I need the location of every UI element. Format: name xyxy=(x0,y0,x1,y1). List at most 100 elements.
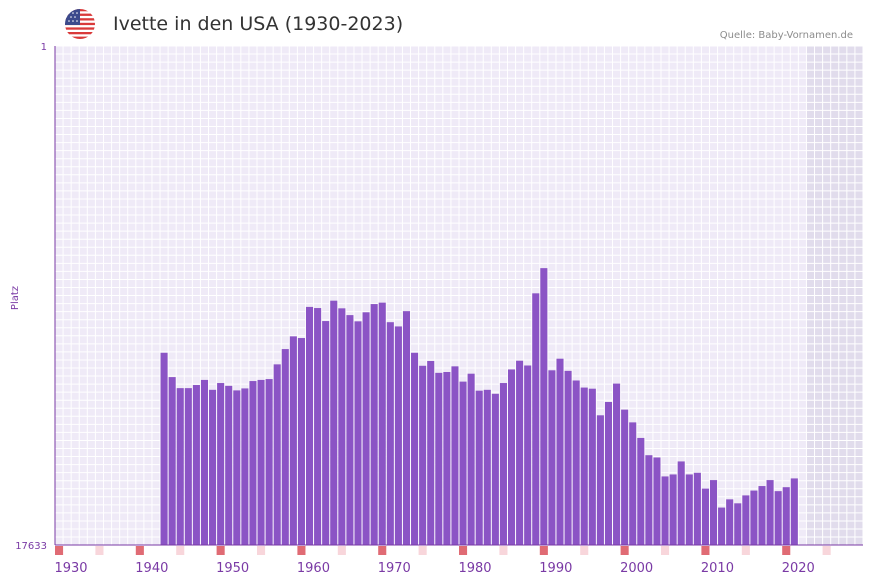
bar-1990 xyxy=(540,268,548,545)
bar-1970 xyxy=(378,302,386,545)
marker-1985 xyxy=(499,546,508,555)
marker-1935 xyxy=(95,546,104,555)
bar-1961 xyxy=(305,306,314,545)
bar-1958 xyxy=(281,349,289,545)
y-axis-label: Platz xyxy=(10,286,21,310)
x-tick-label: 2010 xyxy=(701,561,734,576)
x-tick-label: 2000 xyxy=(620,561,653,576)
bar-2012 xyxy=(718,507,726,545)
marker-2000 xyxy=(620,546,629,555)
bar-1964 xyxy=(330,300,338,545)
marker-1965 xyxy=(337,546,346,555)
bar-1988 xyxy=(524,365,532,545)
bar-2013 xyxy=(726,499,734,545)
bar-1981 xyxy=(467,373,475,545)
chart-header: Ivette in den USA (1930-2023) Quelle: Ba… xyxy=(0,0,873,46)
axes xyxy=(54,46,863,546)
marker-1995 xyxy=(580,546,589,555)
bar-2009 xyxy=(693,472,701,545)
x-tick-label: 1930 xyxy=(54,561,87,576)
bar-1968 xyxy=(362,312,370,545)
bar-1979 xyxy=(451,366,459,545)
bar-1955 xyxy=(257,379,265,545)
y-tick-label: 17633 xyxy=(15,541,47,552)
bar-series xyxy=(160,268,798,545)
bar-1950 xyxy=(217,383,225,545)
marker-2005 xyxy=(661,546,670,555)
bar-1949 xyxy=(209,389,217,545)
bar-1947 xyxy=(192,385,200,545)
bar-2020 xyxy=(782,487,790,545)
bar-1948 xyxy=(200,379,209,545)
marker-2015 xyxy=(741,546,750,555)
bar-1963 xyxy=(322,321,330,545)
bar-2001 xyxy=(629,422,637,545)
bar-1945 xyxy=(176,388,184,545)
usa-flag-icon xyxy=(65,9,95,39)
marker-1940 xyxy=(135,546,144,555)
bar-1957 xyxy=(273,364,281,545)
bar-1962 xyxy=(314,308,322,545)
bar-1999 xyxy=(613,383,621,545)
marker-2020 xyxy=(782,546,791,555)
bar-1956 xyxy=(265,379,273,545)
grid-lines xyxy=(54,45,864,545)
bar-1974 xyxy=(411,352,419,545)
bar-1986 xyxy=(507,369,516,545)
bar-1943 xyxy=(160,352,168,545)
bar-1973 xyxy=(402,311,411,545)
bar-1960 xyxy=(297,338,305,545)
decade-markers xyxy=(55,546,831,555)
x-tick-label: 2020 xyxy=(782,561,815,576)
marker-1980 xyxy=(459,546,468,555)
bar-1954 xyxy=(249,381,257,545)
marker-1975 xyxy=(418,546,427,555)
bar-1992 xyxy=(556,358,564,545)
bar-2008 xyxy=(685,474,693,545)
bar-1946 xyxy=(184,388,192,545)
bar-1976 xyxy=(427,360,435,545)
marker-1960 xyxy=(297,546,306,555)
y-tick-label: 1 xyxy=(41,42,47,53)
bar-1980 xyxy=(459,381,467,545)
bar-2015 xyxy=(742,495,750,545)
marker-1990 xyxy=(539,546,548,555)
bar-2018 xyxy=(766,480,774,545)
bar-2002 xyxy=(637,437,645,545)
bar-2014 xyxy=(734,503,742,545)
bar-1944 xyxy=(168,377,176,545)
bar-1951 xyxy=(225,385,233,545)
bar-1971 xyxy=(386,322,394,545)
x-tick-label: 1960 xyxy=(297,561,330,576)
x-tick-label: 1990 xyxy=(539,561,572,576)
marker-2010 xyxy=(701,546,710,555)
bar-1994 xyxy=(572,380,580,545)
bar-1966 xyxy=(346,315,354,545)
bar-2010 xyxy=(701,488,709,545)
bar-2017 xyxy=(758,486,766,545)
bar-1959 xyxy=(289,336,297,545)
bar-1978 xyxy=(443,371,451,545)
bar-2003 xyxy=(645,455,653,545)
x-tick-labels: 1930 1940 1950 1960 1970 1980 1990 2000 2010 2020 xyxy=(54,561,814,576)
marker-1955 xyxy=(257,546,266,555)
bar-1993 xyxy=(564,370,572,545)
bar-2000 xyxy=(621,409,629,545)
bar-1953 xyxy=(241,388,249,545)
bar-1985 xyxy=(499,383,507,545)
bar-2011 xyxy=(709,480,718,545)
bar-1982 xyxy=(475,390,483,545)
x-tick-label: 1970 xyxy=(378,561,411,576)
bar-1989 xyxy=(532,293,540,545)
bar-1987 xyxy=(516,360,524,545)
marker-1950 xyxy=(216,546,225,555)
bar-1996 xyxy=(588,388,596,545)
bar-1952 xyxy=(233,390,241,545)
marker-1970 xyxy=(378,546,387,555)
bar-2021 xyxy=(790,478,798,545)
bar-2006 xyxy=(669,474,677,545)
bar-1975 xyxy=(419,365,427,545)
bar-1991 xyxy=(548,370,556,545)
x-tick-label: 1980 xyxy=(458,561,491,576)
